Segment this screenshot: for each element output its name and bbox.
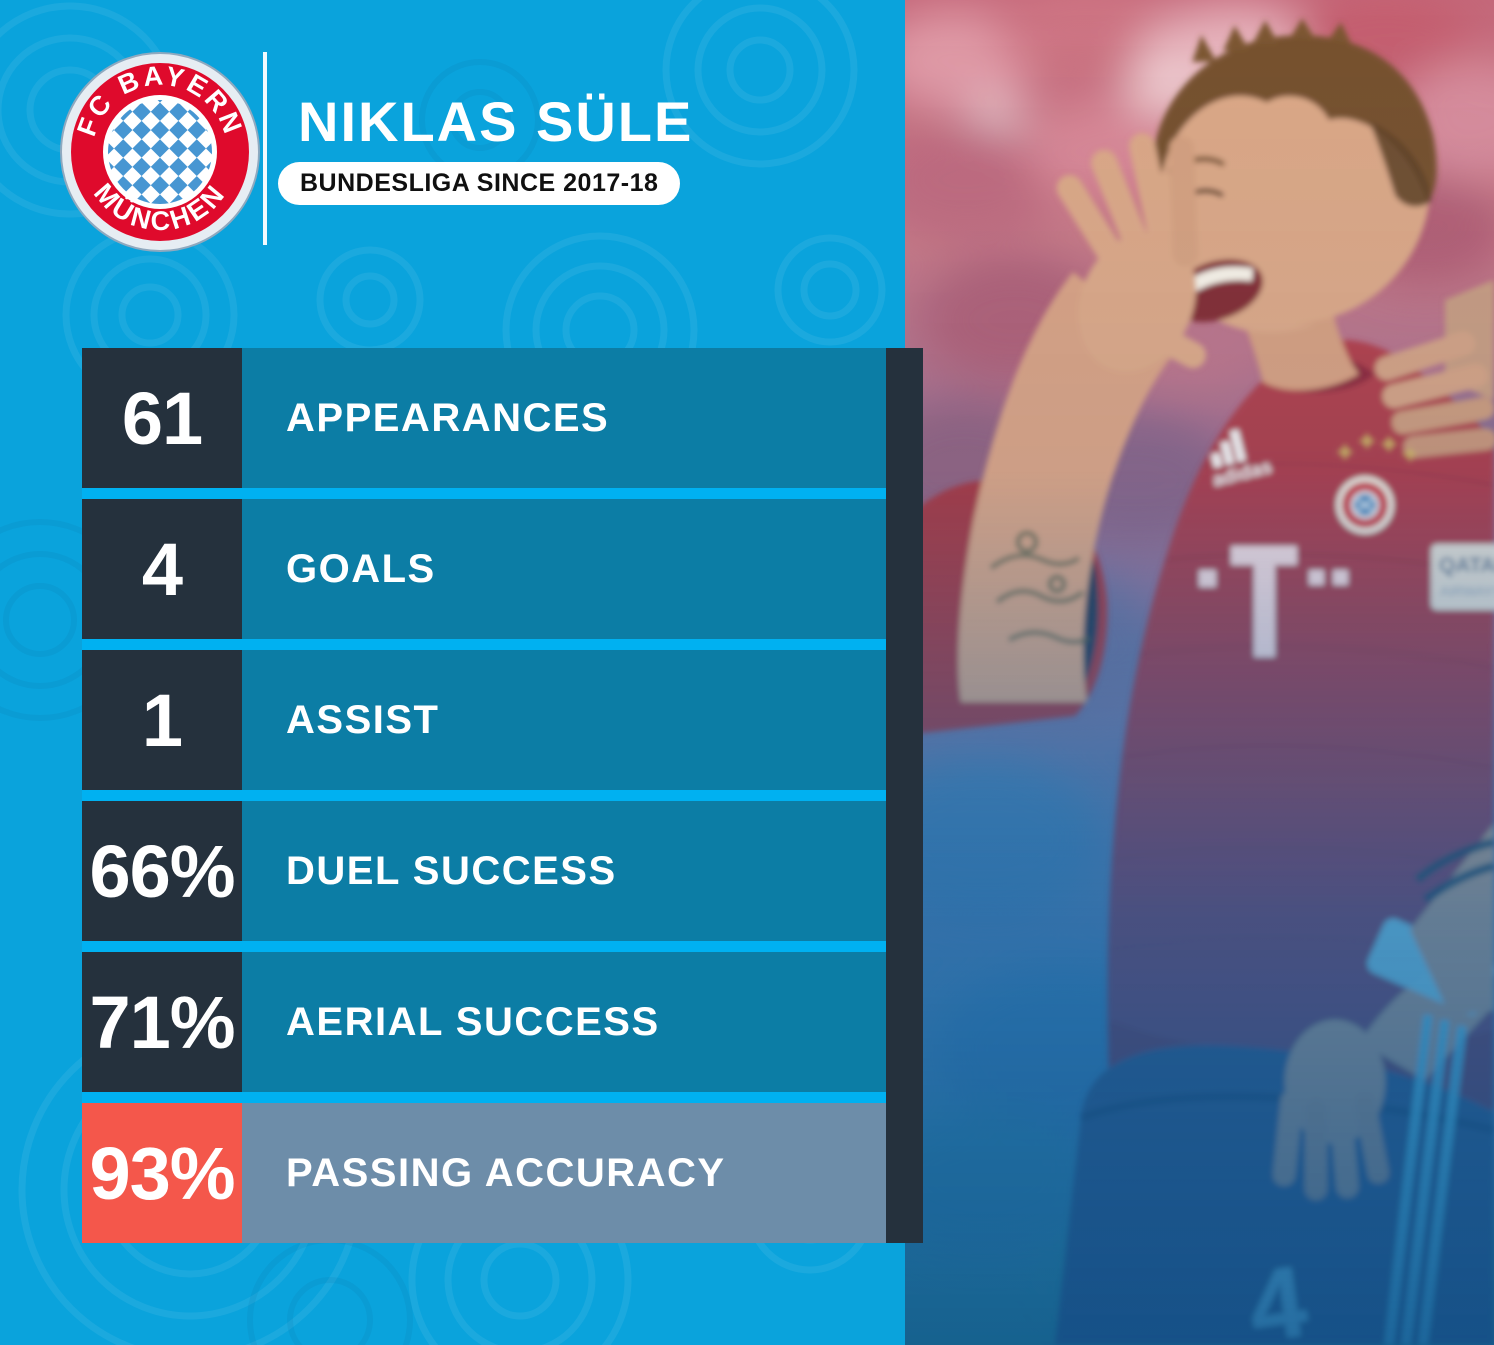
stat-row-passing-accuracy: 93% PASSING ACCURACY — [82, 1103, 886, 1243]
stat-bar: PASSING ACCURACY — [242, 1103, 886, 1243]
stat-label: PASSING ACCURACY — [286, 1150, 726, 1195]
header-divider — [263, 52, 267, 245]
stat-label: ASSIST — [286, 697, 440, 742]
stat-label: APPEARANCES — [286, 395, 610, 440]
stat-value: 61 — [82, 348, 242, 488]
stat-value: 1 — [82, 650, 242, 790]
player-photo: adidas — [905, 0, 1494, 1345]
stat-bar: DUEL SUCCESS — [242, 801, 886, 941]
stat-bar: AERIAL SUCCESS — [242, 952, 886, 1092]
competition-badge: BUNDESLIGA SINCE 2017-18 — [278, 162, 681, 205]
stat-row-appearances: 61 APPEARANCES — [82, 348, 886, 488]
stat-label: DUEL SUCCESS — [286, 848, 617, 893]
stat-row-goals: 4 GOALS — [82, 499, 886, 639]
stat-row-aerial-success: 71% AERIAL SUCCESS — [82, 952, 886, 1092]
stat-row-duel-success: 66% DUEL SUCCESS — [82, 801, 886, 941]
stat-value: 93% — [82, 1103, 242, 1243]
stats-edge-shadow — [886, 348, 923, 1243]
header: FC BAYERN MÜNCHEN NIKLAS SÜLE BUNDESLIGA… — [0, 0, 905, 300]
stat-value: 71% — [82, 952, 242, 1092]
stat-value: 4 — [82, 499, 242, 639]
page-title: NIKLAS SÜLE — [298, 90, 694, 153]
stat-bar: GOALS — [242, 499, 886, 639]
club-crest: FC BAYERN MÜNCHEN — [60, 52, 260, 252]
blue-tint-overlay — [905, 0, 1494, 1345]
stat-bar: APPEARANCES — [242, 348, 886, 488]
stat-label: AERIAL SUCCESS — [286, 999, 660, 1044]
stat-value: 66% — [82, 801, 242, 941]
stat-label: GOALS — [286, 546, 436, 591]
stat-bar: ASSIST — [242, 650, 886, 790]
stats-panel: 61 APPEARANCES 4 GOALS 1 ASSIST 66% DUEL… — [82, 348, 886, 1243]
stat-row-assist: 1 ASSIST — [82, 650, 886, 790]
